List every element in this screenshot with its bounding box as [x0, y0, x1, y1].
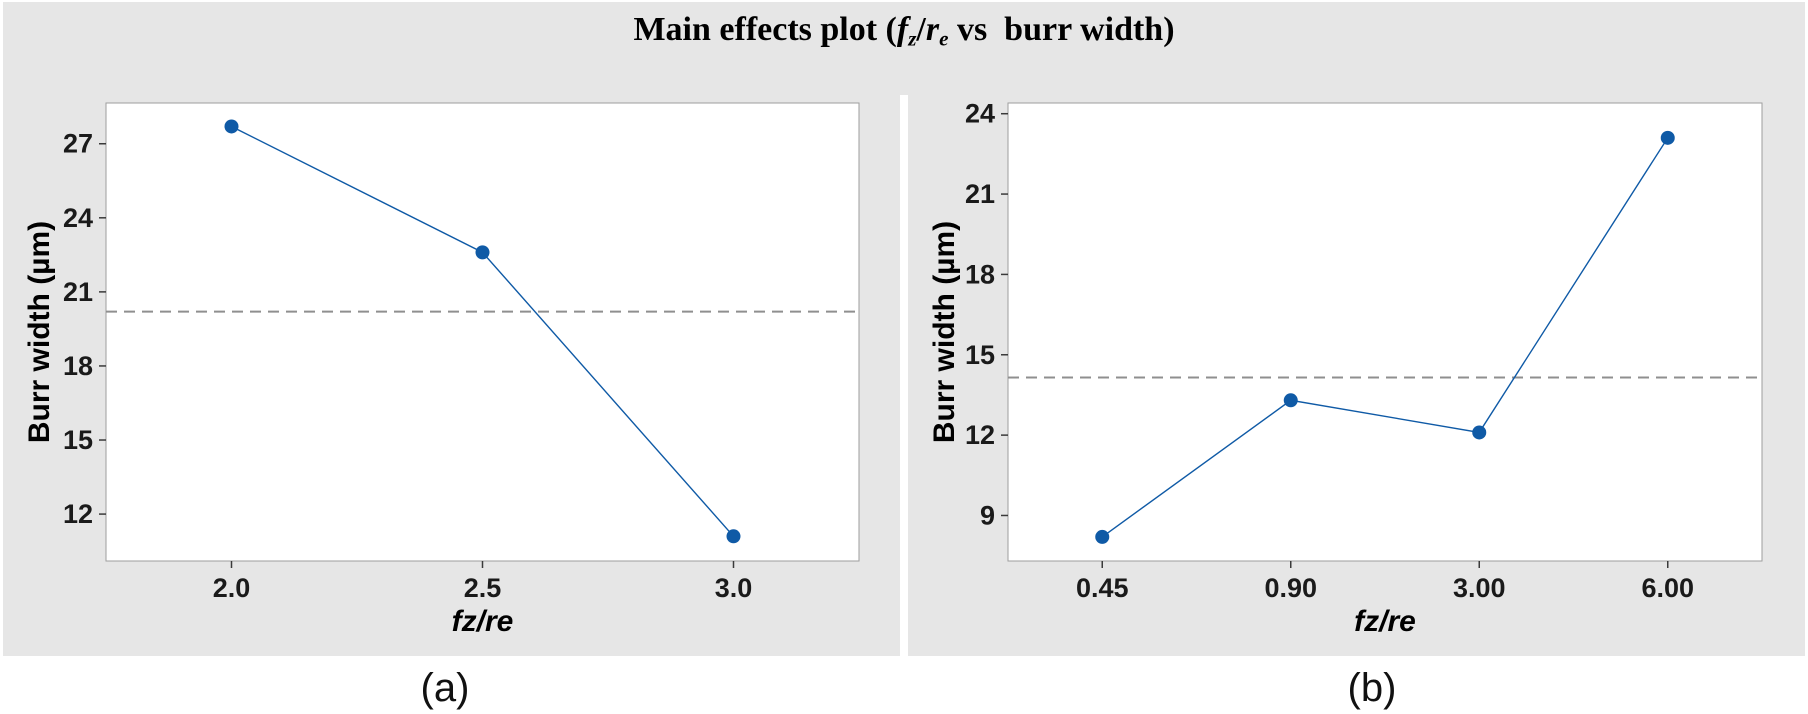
y-tick-label: 9 [980, 500, 995, 530]
y-tick-label: 27 [63, 129, 93, 159]
y-tick-label: 12 [965, 420, 995, 450]
data-point [475, 245, 490, 260]
title-part: f [896, 11, 909, 48]
title-part: vs burr width) [948, 11, 1175, 48]
x-tick-label: 2.5 [464, 573, 502, 603]
y-tick-label: 21 [965, 179, 995, 209]
y-tick-label: 15 [965, 340, 995, 370]
data-point [224, 119, 239, 134]
plot-area [1007, 102, 1763, 562]
y-tick-label: 15 [63, 425, 93, 455]
data-point [726, 529, 741, 544]
title-part: r [925, 11, 940, 48]
y-tick-label: 12 [63, 499, 93, 529]
y-tick-label: 24 [63, 203, 93, 233]
caption-b: (b) [1347, 666, 1397, 710]
chart-panel-a: 12 15 18 21 24 27 2.0 2.5 3.0 fz/re Burr width (µm… [23, 102, 860, 638]
x-tick-label: 2.0 [213, 573, 251, 603]
x-tick-label: 0.45 [1076, 573, 1129, 603]
x-tick-label: 3.00 [1453, 573, 1506, 603]
chart-panel-b: 9 12 15 18 21 24 0.45 0.90 3.00 6.00 fz/re Burr wid… [928, 99, 1763, 638]
x-tick-label: 3.0 [715, 573, 753, 603]
x-axis-label: fz/re [452, 605, 514, 638]
data-point [1660, 130, 1675, 145]
plot-area [105, 102, 860, 562]
data-point [1283, 393, 1298, 408]
title-part: e [939, 26, 949, 51]
y-tick-label: 18 [965, 259, 995, 289]
y-tick-label: 21 [63, 277, 93, 307]
data-point [1095, 529, 1110, 544]
y-tick-label: 18 [63, 351, 93, 381]
figure-title: Main effects plot (fz/re vs burr width) [3, 11, 1805, 51]
caption-a: (a) [420, 666, 470, 710]
series-line [1101, 137, 1669, 538]
title-part: z [908, 26, 917, 51]
y-axis-label: Burr width (µm) [928, 221, 961, 443]
data-point [1472, 425, 1487, 440]
y-axis-label: Burr width (µm) [23, 221, 56, 443]
x-axis-label: fz/re [1354, 605, 1416, 638]
title-part: / [916, 11, 926, 48]
panel-gap [900, 95, 908, 656]
x-tick-label: 0.90 [1264, 573, 1317, 603]
title-part: Main effects plot ( [633, 11, 897, 48]
figure-background: Main effects plot (fz/re vs burr width) … [3, 2, 1805, 656]
y-tick-label: 24 [965, 99, 995, 129]
x-tick-label: 6.00 [1641, 573, 1694, 603]
